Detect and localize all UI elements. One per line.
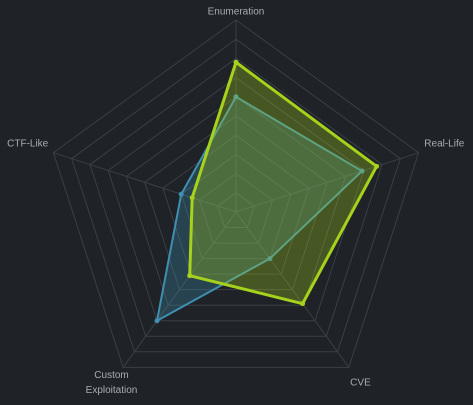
category-label: CTF-Like	[7, 138, 49, 150]
grid-ring	[180, 153, 292, 260]
spoke	[235, 211, 350, 368]
data-point	[154, 318, 160, 324]
grid-ring	[198, 172, 274, 244]
spoke	[235, 152, 419, 213]
grid-ring	[71, 38, 401, 353]
data-point	[374, 163, 380, 169]
data-point	[189, 195, 195, 201]
category-label: Real-Life	[424, 138, 465, 150]
grid-ring	[52, 19, 420, 368]
data-point	[300, 301, 306, 307]
grid-ring	[162, 134, 310, 275]
grid-ring	[217, 192, 255, 229]
data-point	[359, 168, 365, 174]
grid-ring	[125, 96, 347, 306]
grid-ring	[89, 57, 383, 337]
data-point	[233, 59, 239, 65]
category-label: CVE	[350, 377, 371, 389]
grid-ring	[107, 76, 365, 322]
grid-ring	[144, 115, 328, 291]
category-label: Enumeration	[207, 6, 265, 18]
category-label: Custom Exploitation	[85, 370, 138, 397]
spoke	[122, 211, 237, 368]
data-point	[187, 273, 193, 279]
data-point	[233, 94, 239, 100]
series-area	[188, 60, 379, 306]
data-point	[178, 191, 184, 197]
data-point	[267, 256, 273, 262]
spoke	[53, 152, 237, 213]
